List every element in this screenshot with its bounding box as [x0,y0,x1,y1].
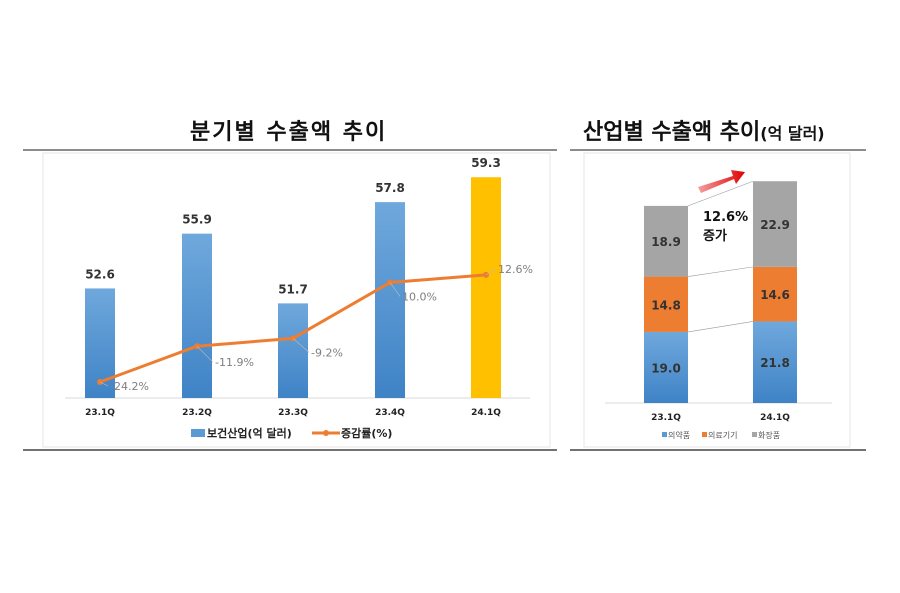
connector-line [687,266,754,277]
x-tick-label: 23.1Q [651,413,681,423]
annotation-increase: 증가 [703,229,727,244]
legend-label: 의료기기 [708,430,737,440]
x-tick-label: 23.2Q [182,408,212,418]
leader-line [389,282,401,297]
segment-value-label: 19.0 [651,361,681,375]
right-chart-title-text: 산업별 수출액 추이 [583,120,761,145]
left-chart-title: 분기별 수출액 추이 [190,120,388,145]
bar-value-label: 52.6 [85,267,115,281]
legend-label: 의약품 [668,430,690,440]
legend-bar-swatch [191,429,205,437]
right-chart-title: 산업별 수출액 추이(억 달러) [583,114,825,146]
x-tick-label: 23.4Q [375,408,405,418]
increase-arrow-icon [698,170,745,193]
growth-rate-label: 10.0% [402,290,437,303]
left-chart-frame [42,152,551,448]
x-tick-label: 24.1Q [760,413,790,423]
bar-value-label: 55.9 [182,213,212,227]
growth-rate-label: 12.6% [498,263,533,276]
bar-24.1Q [471,177,501,398]
growth-rate-label: -24.2% [110,380,149,393]
bar-value-label: 57.8 [375,181,405,195]
legend-swatch [752,432,757,437]
legend-swatch [662,432,667,437]
bar-23.4Q [375,202,405,398]
bar-23.3Q [278,303,308,398]
legend-bar-label: 보건산업(억 달러) [207,426,292,440]
annotation-percent: 12.6% [703,210,748,225]
segment-value-label: 14.6 [760,288,790,302]
growth-rate-label: -11.9% [215,356,254,369]
legend-label: 화장품 [758,430,780,440]
stacked-segment-의료기기 [753,266,797,322]
segment-value-label: 18.9 [651,235,681,249]
stacked-segment-의료기기 [644,276,688,332]
legend-swatch [702,432,707,437]
stacked-segment-화장품 [644,205,688,277]
right-chart-unit: (억 달러) [760,124,825,143]
legend-line-marker [323,430,329,436]
leader-line [99,381,109,387]
legend-line-label: 증감률(%) [341,426,392,440]
leader-line [292,338,310,353]
connector-line [687,180,754,207]
bar-value-label: 51.7 [278,282,308,296]
stacked-segment-화장품 [753,181,797,267]
stacked-segment-의약품 [644,331,688,403]
connector-line [687,321,754,333]
stacked-segment-의약품 [753,321,797,403]
segment-value-label: 22.9 [760,218,790,232]
bar-value-label: 59.3 [471,156,501,170]
growth-rate-label: -9.2% [311,346,343,359]
x-tick-label: 23.3Q [278,408,308,418]
leader-line [196,345,214,363]
bar-23.2Q [182,233,212,398]
segment-value-label: 21.8 [760,356,790,370]
x-tick-label: 24.1Q [471,408,501,418]
leader-line [485,268,497,276]
x-tick-label: 23.1Q [85,408,115,418]
right-chart-frame [583,152,851,448]
segment-value-label: 14.8 [651,298,681,312]
